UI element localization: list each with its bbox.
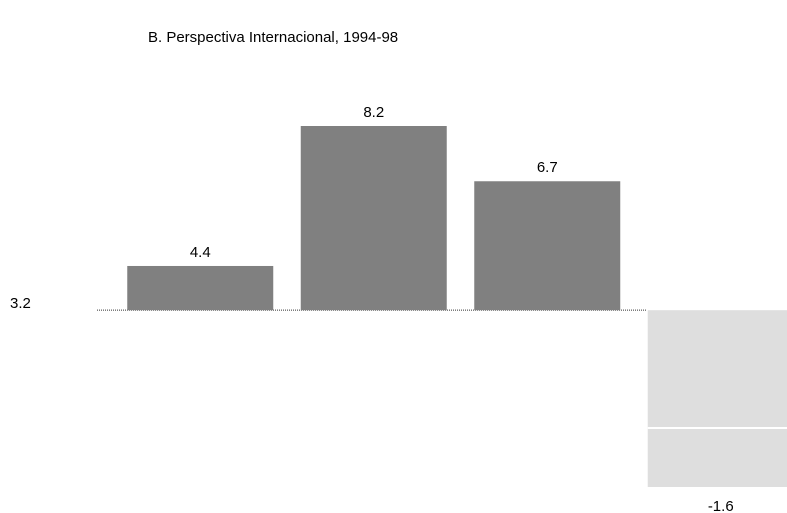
- value-label: 4.4: [190, 244, 211, 261]
- baseline-label: 3.2: [10, 295, 31, 312]
- bar: [127, 265, 274, 311]
- value-label: -1.6: [708, 498, 734, 513]
- bar: [300, 126, 447, 311]
- chart-title: B. Perspectiva Internacional, 1994-98: [148, 29, 398, 46]
- value-label: 6.7: [537, 159, 558, 176]
- bar: [647, 310, 787, 487]
- bar: [474, 181, 621, 311]
- value-label: 8.2: [363, 104, 384, 121]
